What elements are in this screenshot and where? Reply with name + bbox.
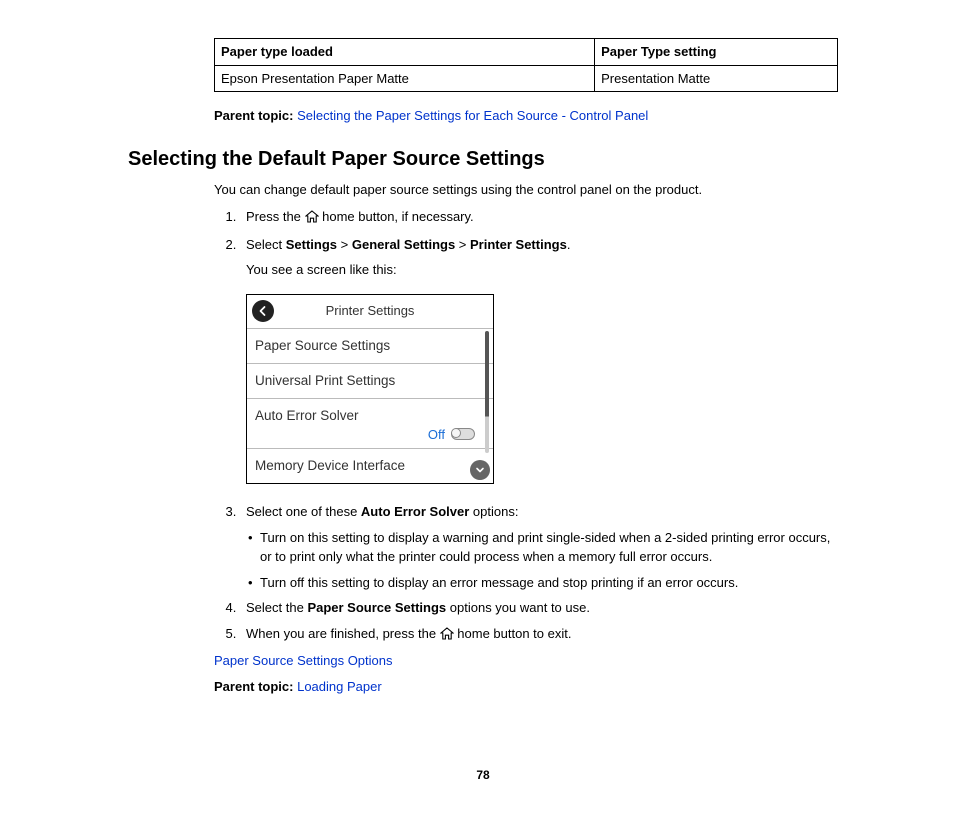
step-bold: General Settings [352, 237, 455, 252]
device-menu-item[interactable]: Paper Source Settings [247, 329, 493, 364]
device-header: Printer Settings [247, 295, 493, 329]
section-body: You can change default paper source sett… [214, 180, 838, 697]
table-cell: Epson Presentation Paper Matte [215, 65, 595, 92]
device-menu-item[interactable]: Universal Print Settings [247, 364, 493, 399]
home-icon [440, 626, 454, 646]
table-row: Epson Presentation Paper Matte Presentat… [215, 65, 838, 92]
step-text: Select the [246, 600, 307, 615]
parent-topic-link[interactable]: Loading Paper [297, 679, 382, 694]
step-text: home button to exit. [454, 626, 572, 641]
top-content-block: Paper type loaded Paper Type setting Eps… [214, 38, 838, 126]
bullet-item: Turn off this setting to display an erro… [246, 573, 838, 593]
chevron-down-icon [474, 464, 486, 476]
step-text: options you want to use. [446, 600, 590, 615]
step-text: . [567, 237, 571, 252]
parent-topic-link[interactable]: Selecting the Paper Settings for Each So… [297, 108, 648, 123]
step-text: When you are finished, press the [246, 626, 440, 641]
toggle-switch-icon [451, 428, 475, 440]
step-item: When you are finished, press the home bu… [240, 624, 838, 646]
back-arrow-icon [257, 305, 269, 317]
toggle-label: Off [428, 425, 445, 445]
paper-type-table: Paper type loaded Paper Type setting Eps… [214, 38, 838, 92]
step-bold: Auto Error Solver [361, 504, 469, 519]
step-text: options: [469, 504, 518, 519]
step-bold: Settings [286, 237, 337, 252]
parent-topic-label: Parent topic: [214, 679, 293, 694]
home-icon [305, 209, 319, 229]
step-item: Press the home button, if necessary. [240, 207, 838, 229]
intro-paragraph: You can change default paper source sett… [214, 180, 838, 200]
steps-list: Press the home button, if necessary. Sel… [214, 207, 838, 645]
device-menu-item[interactable]: Auto Error Solver Off [247, 399, 493, 449]
related-link[interactable]: Paper Source Settings Options [214, 653, 393, 668]
related-link-line: Paper Source Settings Options [214, 651, 838, 671]
step-item: Select Settings > General Settings > Pri… [240, 235, 838, 485]
step-text: Select [246, 237, 286, 252]
page-number: 78 [128, 766, 838, 784]
toggle-control[interactable]: Off [428, 425, 475, 445]
device-screenshot: Printer Settings Paper Source Settings U… [246, 294, 494, 485]
step-bold: Paper Source Settings [307, 600, 446, 615]
table-header-cell: Paper type loaded [215, 39, 595, 66]
table-cell: Presentation Matte [595, 65, 838, 92]
parent-topic-line: Parent topic: Selecting the Paper Settin… [214, 106, 838, 126]
step-item: Select the Paper Source Settings options… [240, 598, 838, 618]
step-text: home button, if necessary. [319, 209, 474, 224]
device-menu-item[interactable]: Memory Device Interface [247, 449, 493, 483]
scrollbar[interactable] [485, 331, 489, 454]
step-subtext: You see a screen like this: [246, 260, 838, 280]
step-text: > [337, 237, 352, 252]
back-button[interactable] [252, 300, 274, 322]
table-header-cell: Paper Type setting [595, 39, 838, 66]
device-title: Printer Settings [326, 301, 415, 321]
document-page: Paper type loaded Paper Type setting Eps… [0, 0, 954, 824]
table-header-row: Paper type loaded Paper Type setting [215, 39, 838, 66]
step-item: Select one of these Auto Error Solver op… [240, 502, 838, 592]
step-text: Select one of these [246, 504, 361, 519]
bullet-list: Turn on this setting to display a warnin… [246, 528, 838, 593]
step-bold: Printer Settings [470, 237, 567, 252]
step-text: > [455, 237, 470, 252]
step-text: Press the [246, 209, 305, 224]
bullet-item: Turn on this setting to display a warnin… [246, 528, 838, 567]
parent-topic-label: Parent topic: [214, 108, 293, 123]
parent-topic-line: Parent topic: Loading Paper [214, 677, 838, 697]
section-heading: Selecting the Default Paper Source Setti… [128, 144, 838, 174]
